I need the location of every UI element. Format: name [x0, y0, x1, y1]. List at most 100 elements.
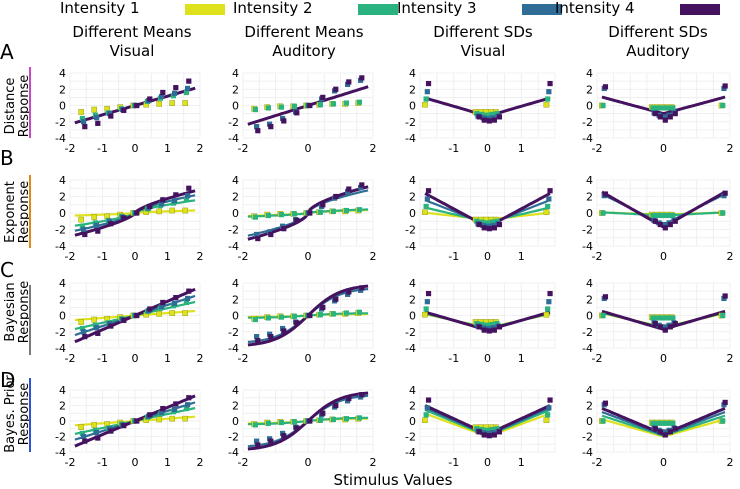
panel-d-1-ytick-label: 0	[59, 415, 66, 428]
panel-d-4-point-intensity-4	[652, 426, 658, 432]
panel-c-2-ytick-label: 0	[232, 310, 239, 323]
panel-c-1-point-intensity-4	[121, 317, 127, 323]
panel-d-1-xtick-label: 2	[197, 456, 204, 469]
panel-c-3-point-intensity-3	[424, 299, 430, 305]
panel-a-1-point-intensity-3	[172, 90, 178, 96]
panel-c-3-xtick-label: 0	[484, 352, 491, 365]
row-d-label-line2: Response	[17, 383, 32, 445]
panel-b-1-point-intensity-4	[134, 210, 140, 216]
panel-c-2-ytick-label: 2	[232, 293, 239, 306]
panel-a-3-point-intensity-3	[546, 89, 552, 95]
panel-a-2-point-intensity-2	[265, 105, 271, 111]
panel-b-2-point-intensity-2	[265, 212, 271, 219]
panel-b-1-ytick-label: 2	[59, 191, 66, 204]
panel-d-3-xtick-label: -1	[448, 456, 459, 469]
panel-d-1-point-intensity-4	[186, 395, 192, 401]
panel-a-3-point-intensity-2	[423, 96, 429, 102]
panel-a-4-point-intensity-4	[657, 114, 663, 120]
panel-d-3-point-intensity-4	[486, 433, 492, 439]
panel-b-3: -4 -2 0 2 4 -1 0 1	[405, 174, 556, 263]
panel-b-4-ytick-label: 0	[586, 207, 593, 220]
panel-a-3-xtick-label: -1	[448, 142, 459, 155]
panel-a-3-ytick-label: -4	[405, 132, 416, 145]
panel-d-3-point-intensity-2	[489, 426, 495, 433]
panel-b-3-point-intensity-1	[543, 209, 550, 215]
panel-a-1-point-intensity-4	[147, 96, 153, 102]
panel-c-1-point-intensity-2	[183, 299, 189, 306]
panel-b-2-point-intensity-2	[252, 214, 258, 220]
panel-a-1-point-intensity-3	[81, 119, 87, 125]
panel-d-4-point-intensity-4	[602, 400, 609, 406]
row-labels: A B C D Distance Response Exponent Respo…	[0, 40, 32, 453]
panel-c-1-point-intensity-4	[95, 330, 101, 336]
panel-c-4-point-intensity-2	[665, 315, 671, 321]
panel-b-2-point-intensity-2	[291, 211, 297, 217]
panel-c-4-point-intensity-2	[720, 312, 726, 319]
panel-b-1-point-intensity-3	[172, 198, 178, 204]
panel-c-3-point-intensity-4	[547, 290, 553, 297]
panel-a-1-point-intensity-4	[173, 85, 179, 91]
panel-a-3-point-intensity-2	[489, 111, 495, 118]
column-3-title-line2: Visual	[461, 42, 506, 60]
column-3-title-line1: Different SDs	[433, 23, 533, 41]
panel-b-3-point-intensity-2	[479, 219, 485, 225]
panel-c-2-point-intensity-2	[291, 313, 297, 319]
panel-b-1-point-intensity-4	[147, 203, 153, 209]
panel-b-3-point-intensity-4	[486, 226, 492, 232]
panel-b-2-point-intensity-4	[281, 226, 287, 232]
panel-d-4-point-intensity-2	[600, 418, 606, 424]
panel-c-3-ytick-label: 0	[409, 310, 416, 323]
panel-a-1-xtick-label: 1	[164, 142, 171, 155]
panel-a-4-ytick-label: -4	[582, 132, 593, 145]
panel-d-2-point-intensity-4	[281, 433, 287, 439]
panel-a-2-ytick-label: -4	[228, 132, 239, 145]
panel-b-1-point-intensity-4	[186, 185, 192, 191]
panel-b-4-point-intensity-4	[602, 191, 609, 197]
panel-a-3-point-intensity-4	[491, 117, 497, 123]
panel-b-1-xtick-label: -2	[65, 250, 76, 263]
panel-a-2-point-intensity-4	[346, 79, 352, 85]
panel-b-1-point-intensity-4	[173, 192, 179, 198]
panel-b-4-ytick-label: -2	[582, 224, 593, 237]
panel-a-1-point-intensity-4	[82, 124, 88, 130]
panel-d-1-point-intensity-4	[173, 401, 179, 407]
panel-a-2-point-intensity-4	[359, 75, 365, 81]
panel-c-3-point-intensity-4	[496, 324, 503, 330]
panel-c-1-point-intensity-4	[147, 306, 153, 312]
panel-b-1-point-intensity-1	[169, 207, 176, 214]
panel-d-2-point-intensity-2	[317, 417, 323, 423]
panel-d-3-ytick-label: 4	[409, 384, 416, 397]
panel-d-3-point-intensity-3	[424, 405, 430, 411]
panel-a-2-point-intensity-2	[317, 102, 323, 108]
panel-b-1-xtick-label: 2	[197, 250, 204, 263]
panel-c-4-point-intensity-2	[650, 315, 656, 321]
panel-c-1-ytick-label: 4	[59, 277, 66, 290]
panel-c-1-point-intensity-2	[79, 325, 85, 332]
panel-a-3-point-intensity-2	[479, 111, 485, 118]
panel-a-4-ytick-label: 0	[586, 100, 593, 113]
panel-b-3-point-intensity-3	[424, 196, 430, 202]
panel-b-3-point-intensity-4	[491, 225, 497, 231]
panel-d-4-point-intensity-3	[661, 429, 667, 435]
panel-b-1-ytick-label: 4	[59, 174, 66, 187]
panel-b-1-point-intensity-2	[183, 197, 189, 203]
panel-b-1-point-intensity-3	[185, 193, 191, 199]
legend-swatch-2	[358, 4, 398, 15]
panel-b-1-point-intensity-3	[94, 222, 100, 228]
panel-d-3-point-intensity-4	[481, 432, 487, 438]
panel-a-1-ytick-label: 2	[59, 83, 66, 96]
panel-d-1-point-intensity-2	[183, 406, 189, 412]
panel-a-2-point-intensity-2	[278, 104, 284, 110]
panel-d-1-xtick-label: 0	[132, 456, 139, 469]
row-c-letter: C	[0, 258, 14, 282]
panel-a-3-ytick-label: 2	[409, 83, 416, 96]
panel-c-2-point-intensity-4	[359, 285, 365, 291]
panel-d-1-point-intensity-4	[82, 438, 88, 444]
panel-a-2-point-intensity-4	[333, 86, 339, 92]
panel-c-4-point-intensity-2	[600, 312, 606, 319]
panel-c-1-ytick-label: 2	[59, 293, 66, 306]
panel-b-1-ytick-label: 0	[59, 207, 66, 220]
